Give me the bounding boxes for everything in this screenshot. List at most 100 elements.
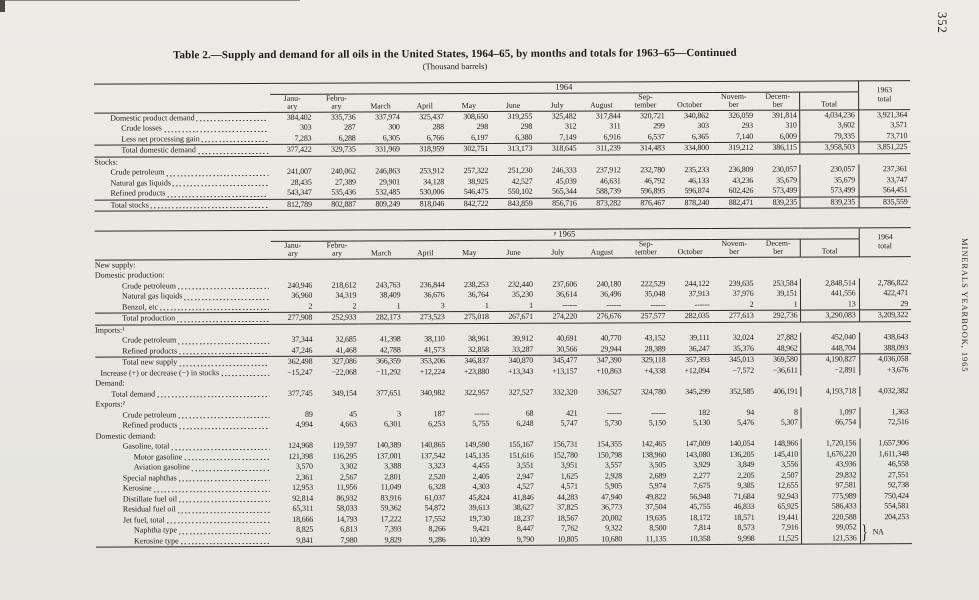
stub-cell: Naphtha type (96, 525, 272, 536)
value-cell: 565,344 (551, 186, 577, 196)
value-cell: 318,645 (535, 143, 580, 155)
value-cell: 6,766 (426, 132, 444, 142)
value-cell: 3,556 (781, 459, 799, 469)
dotted-leader (177, 287, 269, 290)
value-cell: 602,426 (728, 185, 754, 195)
value-cell: 2,689 (648, 470, 667, 480)
value-cell: 7,916 (781, 522, 799, 532)
value-cell: 2,786,822 (858, 277, 911, 289)
value-cell: 43,236 (732, 175, 754, 185)
value-cell: 327,086 (315, 356, 360, 368)
value-cell: 17,222 (380, 513, 402, 523)
value-cell: 68 (525, 408, 534, 418)
value-cell: 36,773 (601, 502, 623, 512)
value-cell: 39,613 (468, 502, 490, 513)
stub-cell: Total new supply (95, 356, 272, 369)
dotted-leader (167, 195, 269, 197)
month-header: Novem- ber (712, 238, 757, 257)
value-cell: 324,780 (641, 386, 666, 396)
value-cell: 7,980 (340, 535, 358, 545)
value-cell: 71,684 (733, 491, 755, 501)
stub-cell: Special naphthas (96, 472, 272, 483)
value-cell: 119,597 (332, 440, 357, 450)
value-cell: 336,527 (596, 386, 622, 396)
value-cell: 7,140 (735, 131, 754, 141)
value-cell: 35,679 (800, 174, 859, 186)
yearbook-table: 1964 1963 total Janu- ary Febru- ary March Ap… (94, 80, 911, 212)
stub-cell: Total production (95, 312, 272, 325)
value-cell: 282,035 (668, 310, 713, 323)
value-cell: 3,323 (428, 461, 446, 471)
stub-inner: Total domestic demand (94, 145, 270, 156)
value-cell: 240,946 (287, 280, 313, 290)
value-cell: 35,230 (511, 289, 533, 299)
stub-inner: Residual fuel oil (96, 504, 272, 515)
value-cell: 241,007 (286, 166, 312, 176)
value-cell: 238,253 (464, 279, 489, 289)
row-label: Refined products (110, 188, 166, 198)
value-cell: 237,361 (858, 164, 911, 175)
value-cell: 3,958,503 (800, 141, 859, 154)
value-cell: 222,529 (640, 278, 666, 288)
value-cell: 8 (794, 407, 798, 417)
value-cell: 546,475 (463, 186, 489, 197)
value-cell: 843,859 (491, 197, 536, 210)
value-cell: 121,398 (288, 451, 313, 461)
value-cell: 3,849 (737, 459, 755, 469)
value-cell: +4,338 (644, 365, 666, 375)
value-cell: 39,912 (512, 333, 534, 343)
value-cell: 253,912 (419, 166, 445, 176)
value-cell: 28,389 (644, 343, 666, 353)
value-cell: 32,024 (732, 332, 754, 342)
value-cell: 3,570 (295, 461, 313, 471)
value-cell: 377,651 (376, 387, 401, 397)
row-label: Increase (+) or decrease (−) in stocks (100, 367, 220, 378)
value-cell: 347,390 (580, 354, 625, 367)
value-cell: 150,798 (597, 449, 622, 459)
value-cell: 38,925 (467, 176, 489, 186)
value-cell: 9,322 (605, 523, 623, 533)
value-cell: 3,851,225 (858, 141, 911, 154)
value-cell: 2,567 (340, 472, 358, 482)
value-cell: 30,566 (556, 344, 578, 354)
value-cell: 1 (793, 299, 798, 309)
value-cell: 92,943 (777, 491, 799, 501)
scan-corner-artifact (0, 0, 5, 12)
stub-cell: Crude petroleum (95, 409, 271, 420)
row-label: Natural gas liquids (121, 291, 183, 301)
value-cell: 2,507 (781, 470, 799, 480)
value-cell: 7,283 (294, 133, 312, 143)
value-cell: 33,747 (858, 174, 911, 186)
value-cell: 13 (800, 298, 860, 311)
value-cell: 11,525 (777, 533, 799, 543)
value-cell: 6,253 (428, 419, 446, 429)
value-cell: 406,191 (773, 386, 798, 396)
month-header: Febru- ary (314, 93, 359, 112)
stub-inner: Motor gasoline (96, 451, 272, 462)
value-cell: 319,212 (711, 142, 757, 154)
dotted-leader (184, 458, 270, 461)
dotted-leader (178, 416, 270, 419)
value-cell: 335,736 (330, 112, 356, 122)
value-cell: 6,248 (516, 418, 534, 428)
row-label: Jet fuel, total (122, 514, 165, 525)
value-cell: 573,499 (800, 185, 859, 197)
value-cell: 277,613 (712, 310, 757, 322)
value-cell: 327,527 (508, 387, 534, 397)
stub-inner: Crude petroleum (95, 335, 271, 346)
value-cell: 27,389 (334, 177, 356, 187)
value-cell: 2,277 (693, 470, 711, 480)
value-cell: 27,882 (776, 332, 798, 342)
value-cell: 384,402 (286, 112, 312, 122)
value-cell: 329,118 (624, 354, 669, 366)
value-cell: 4,455 (472, 460, 490, 471)
value-cell: 775,989 (801, 490, 860, 502)
value-cell: 19,730 (468, 513, 490, 523)
value-cell: 3,951 (560, 460, 578, 470)
value-cell: 1,720,156 (801, 438, 860, 450)
month-header: May (446, 92, 491, 112)
month-header: March (358, 93, 403, 112)
value-cell: 116,295 (332, 451, 357, 461)
value-cell: 9,829 (384, 534, 402, 544)
value-cell: 5,730 (604, 418, 622, 428)
